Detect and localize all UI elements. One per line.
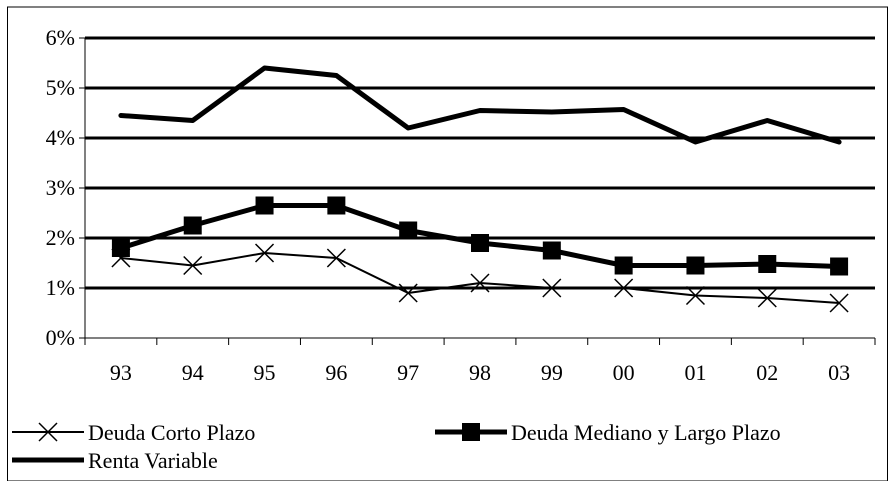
legend-marker-b [38, 422, 58, 442]
data-point-b [326, 248, 346, 268]
data-point [830, 257, 849, 276]
series-group [111, 65, 849, 313]
x-tick-label: 94 [182, 360, 204, 385]
data-point-b [614, 278, 634, 298]
data-point-b [183, 255, 203, 276]
legend-item-0: Deuda Corto Plazo [12, 420, 255, 445]
data-point-b [685, 285, 705, 306]
data-point-b [470, 273, 490, 293]
data-point [183, 216, 202, 235]
legend-marker [462, 423, 480, 441]
data-point [111, 239, 130, 257]
y-tick-label: 5% [46, 75, 75, 100]
data-point [614, 256, 633, 275]
legend-label: Deuda Corto Plazo [88, 420, 255, 445]
legend-label: Deuda Mediano y Largo Plazo [511, 420, 781, 445]
x-tick-label: 97 [397, 360, 419, 385]
data-point [399, 221, 418, 240]
data-point [255, 196, 274, 215]
data-point [471, 234, 489, 252]
series-2 [118, 65, 842, 145]
series-line [118, 65, 842, 145]
legend-item-2: Renta Variable [12, 448, 218, 473]
series-1 [111, 196, 849, 276]
legend-label: Renta Variable [88, 448, 218, 473]
legend-item-1: Deuda Mediano y Largo Plazo [435, 420, 781, 445]
data-point-b [829, 293, 849, 313]
y-tick-label: 2% [46, 225, 75, 250]
data-point-b [757, 288, 777, 308]
x-tick-label: 93 [110, 360, 132, 385]
data-point [542, 241, 561, 260]
x-tick-label: 95 [254, 360, 276, 385]
chart-border [7, 6, 888, 481]
x-tick-label: 00 [613, 360, 635, 385]
x-axis: 93 94 95 96 97 98 99 00 01 02 03 [84, 337, 876, 385]
y-tick-label: 0% [46, 325, 75, 350]
x-tick-label: 96 [325, 360, 347, 385]
data-point [758, 255, 777, 273]
y-tick-label: 3% [46, 175, 75, 200]
x-tick-label: 98 [469, 360, 491, 385]
y-tick-label: 1% [46, 275, 75, 300]
x-tick-label: 02 [756, 360, 778, 385]
x-tick-label: 01 [684, 360, 706, 385]
data-point-b [542, 278, 562, 298]
y-tick-label: 4% [46, 125, 75, 150]
y-tick-label: 6% [46, 25, 75, 50]
series-0 [111, 243, 849, 313]
data-point [327, 196, 346, 215]
y-axis: 0% 1% 2% 3% 4% 5% 6% [46, 25, 86, 350]
series-line [119, 252, 841, 304]
data-point-b [255, 243, 275, 263]
data-point-b [398, 283, 418, 303]
data-point [686, 256, 705, 275]
x-tick-label: 03 [828, 360, 850, 385]
x-tick-label: 99 [541, 360, 563, 385]
legend: Deuda Corto Plazo Deuda Mediano y Largo P… [12, 420, 781, 473]
